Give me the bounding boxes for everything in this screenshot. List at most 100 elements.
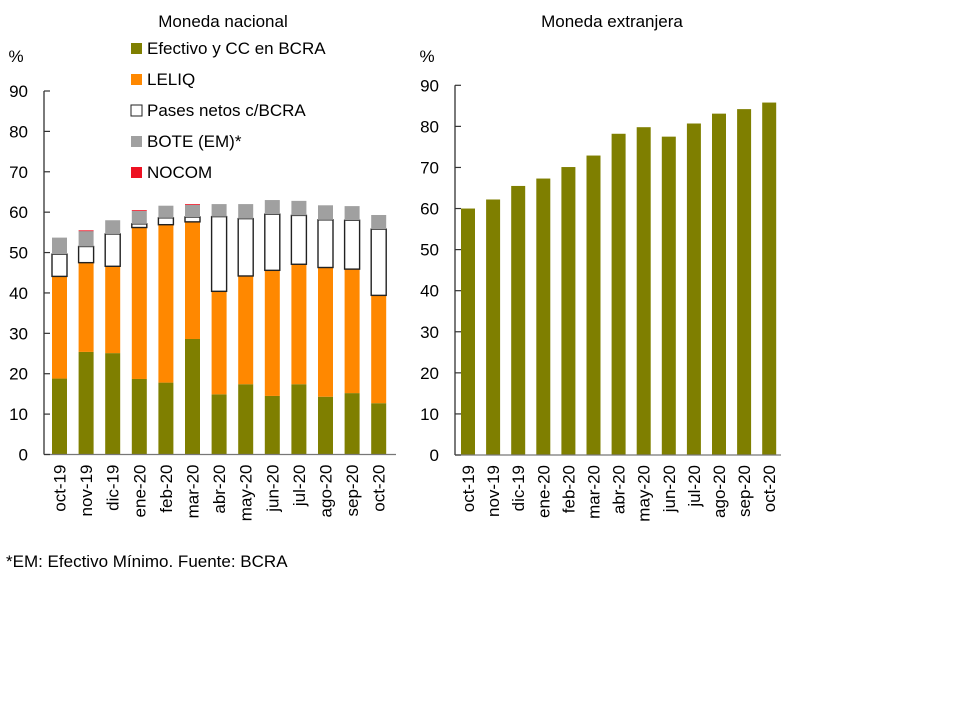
x-tick-label: feb-20 — [559, 465, 578, 513]
x-tick-label: nov-19 — [484, 465, 503, 517]
y-tick-label: 60 — [420, 200, 439, 219]
chart-moneda-nacional: Moneda nacional % Efectivo y CC en BCRA L… — [8, 12, 396, 521]
x-tick-label: abr-20 — [210, 465, 229, 514]
bar-segment-pases-netos-c-bcra — [184, 216, 201, 223]
bar-segment-bote-em — [371, 214, 387, 230]
bar-segment-pases-netos-c-bcra — [157, 217, 175, 226]
bar-segment-efectivo-y-cc-en-bcra — [78, 351, 94, 455]
y-tick-label: 10 — [420, 405, 439, 424]
x-tick-label: sep-20 — [343, 465, 362, 517]
bar-segment-leliq — [264, 270, 280, 396]
axes-right: 0 10 20 30 40 50 60 70 80 90 oct-19 nov-19 dic-19 ene… — [420, 76, 781, 522]
bar-segment-nocom — [185, 204, 200, 205]
bar-segment-pases-netos-c-bcra — [237, 217, 254, 277]
x-tick-label: oct-19 — [51, 465, 70, 512]
legend-label: NOCOM — [147, 163, 212, 182]
x-tick-label: ene-20 — [534, 465, 553, 518]
x-tick-label: abr-20 — [610, 465, 629, 514]
bar-segment-efectivo-y-cc-en-bcra — [158, 382, 174, 455]
bar-segment-efectivo-y-cc-en-bcra — [264, 395, 280, 455]
legend-label: Pases netos c/BCRA — [147, 101, 306, 120]
y-tick-label: 20 — [9, 365, 28, 384]
y-tick-label: 30 — [420, 323, 439, 342]
bar-segment-pases-netos-c-bcra — [370, 228, 387, 297]
chart-title-left: Moneda nacional — [158, 12, 287, 31]
bar-segment-leliq — [318, 267, 333, 397]
x-tick-label: may-20 — [635, 465, 654, 522]
bar-segment-bote-em — [238, 204, 254, 219]
bars-left — [51, 200, 387, 455]
y-tick-label: 30 — [9, 324, 28, 343]
y-tick-label: 60 — [9, 203, 28, 222]
y-tick-label: 80 — [420, 117, 439, 136]
bar-segment-bote-em — [264, 200, 280, 215]
bars-right — [461, 102, 777, 456]
bar — [586, 155, 601, 455]
bar-segment-bote-em — [158, 205, 174, 218]
legend-swatch — [131, 43, 142, 54]
y-tick-label: 40 — [9, 284, 28, 303]
bar — [636, 127, 651, 455]
y-tick-label: 70 — [420, 158, 439, 177]
y-tick-label: 0 — [430, 446, 439, 465]
x-tick-label: jul-20 — [290, 465, 309, 508]
bar-segment-pases-netos-c-bcra — [343, 219, 361, 270]
bar-segment-bote-em — [185, 204, 200, 218]
x-tick-label: feb-20 — [157, 465, 176, 513]
bar-segment-pases-netos-c-bcra — [104, 233, 121, 267]
x-tick-label: mar-20 — [184, 465, 203, 519]
bar-segment-bote-em — [211, 204, 227, 217]
x-tick-label: may-20 — [237, 465, 256, 522]
x-tick-label: sep-20 — [735, 465, 754, 517]
bar-segment-bote-em — [318, 205, 333, 220]
bar-segment-efectivo-y-cc-en-bcra — [52, 378, 67, 455]
bar-segment-efectivo-y-cc-en-bcra — [371, 403, 387, 455]
bar-segment-efectivo-y-cc-en-bcra — [318, 396, 333, 455]
x-tick-label: dic-19 — [104, 465, 123, 511]
bar-segment-bote-em — [344, 206, 360, 221]
bar-segment-pases-netos-c-bcra — [290, 214, 308, 265]
footnote: *EM: Efectivo Mínimo. Fuente: BCRA — [6, 552, 288, 571]
bar-segment-leliq — [52, 276, 67, 379]
bar-segment-efectivo-y-cc-en-bcra — [344, 393, 360, 455]
bar-segment-leliq — [344, 269, 360, 394]
bar — [737, 109, 752, 455]
bar-segment-pases-netos-c-bcra — [77, 245, 95, 264]
x-tick-label: nov-19 — [77, 465, 96, 517]
bar-segment-leliq — [158, 224, 174, 383]
bar-segment-leliq — [211, 291, 227, 395]
x-tick-label: ago-20 — [710, 465, 729, 518]
bar — [511, 185, 526, 455]
x-tick-label: oct-20 — [760, 465, 779, 512]
bar-segment-bote-em — [52, 237, 67, 255]
legend-label: BOTE (EM)* — [147, 132, 242, 151]
x-tick-label: jul-20 — [685, 465, 704, 508]
x-tick-label: ago-20 — [317, 465, 336, 518]
bar-segment-efectivo-y-cc-en-bcra — [105, 353, 121, 455]
x-tick-label: oct-20 — [370, 465, 389, 512]
bar-segment-pases-netos-c-bcra — [210, 215, 228, 293]
x-tick-label: mar-20 — [585, 465, 604, 519]
bar — [486, 199, 501, 455]
bar-segment-efectivo-y-cc-en-bcra — [211, 394, 227, 455]
x-tick-label: oct-19 — [459, 465, 478, 512]
bar — [712, 113, 726, 455]
bar — [461, 208, 475, 455]
y-tick-label: 20 — [420, 364, 439, 383]
y-tick-label: 0 — [19, 446, 28, 465]
bar — [611, 133, 626, 455]
bar-segment-bote-em — [131, 210, 147, 224]
legend-swatch — [131, 136, 142, 147]
legend-swatch — [131, 167, 142, 178]
bar-segment-leliq — [131, 227, 147, 379]
legend-label: Efectivo y CC en BCRA — [147, 39, 326, 58]
bar-segment-efectivo-y-cc-en-bcra — [238, 384, 254, 455]
y-tick-label: 10 — [9, 405, 28, 424]
bar-segment-leliq — [371, 295, 387, 404]
y-tick-label: 50 — [9, 244, 28, 263]
x-tick-label: jun-20 — [660, 465, 679, 513]
bar-segment-leliq — [185, 221, 200, 339]
bar-segment-nocom — [131, 210, 147, 211]
y-tick-label: 50 — [420, 241, 439, 260]
